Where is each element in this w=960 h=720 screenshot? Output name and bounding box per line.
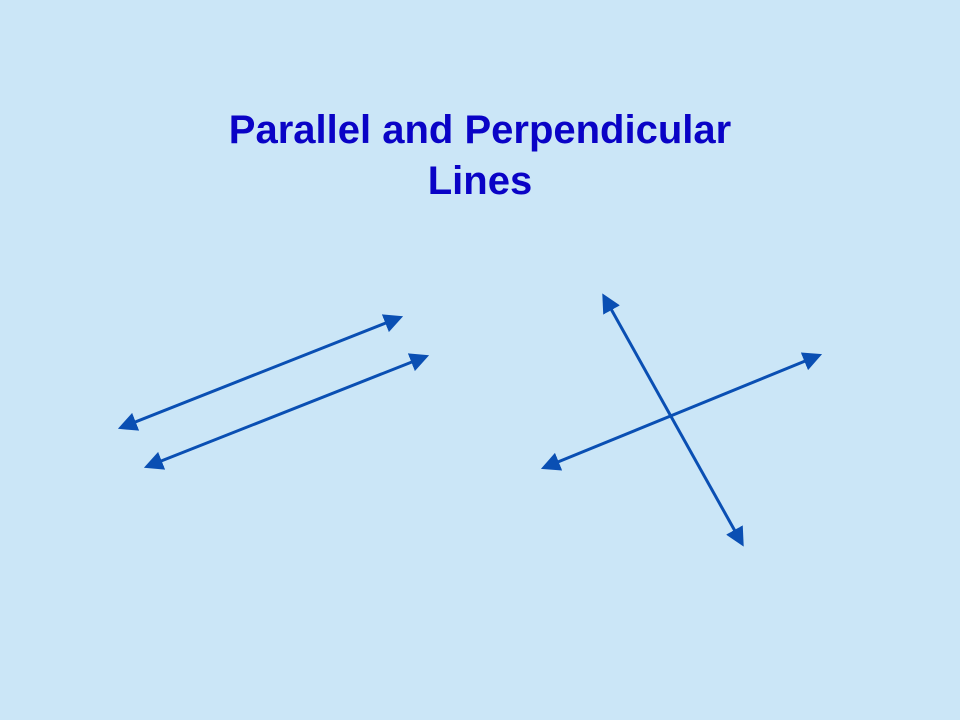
- diagram-line-1: [151, 358, 422, 465]
- diagram-line-0: [125, 319, 396, 426]
- slide: Parallel and Perpendicular Lines: [0, 0, 960, 720]
- diagram-line-3: [606, 300, 740, 540]
- diagram-line-2: [548, 357, 815, 466]
- lines-diagram: [0, 0, 960, 720]
